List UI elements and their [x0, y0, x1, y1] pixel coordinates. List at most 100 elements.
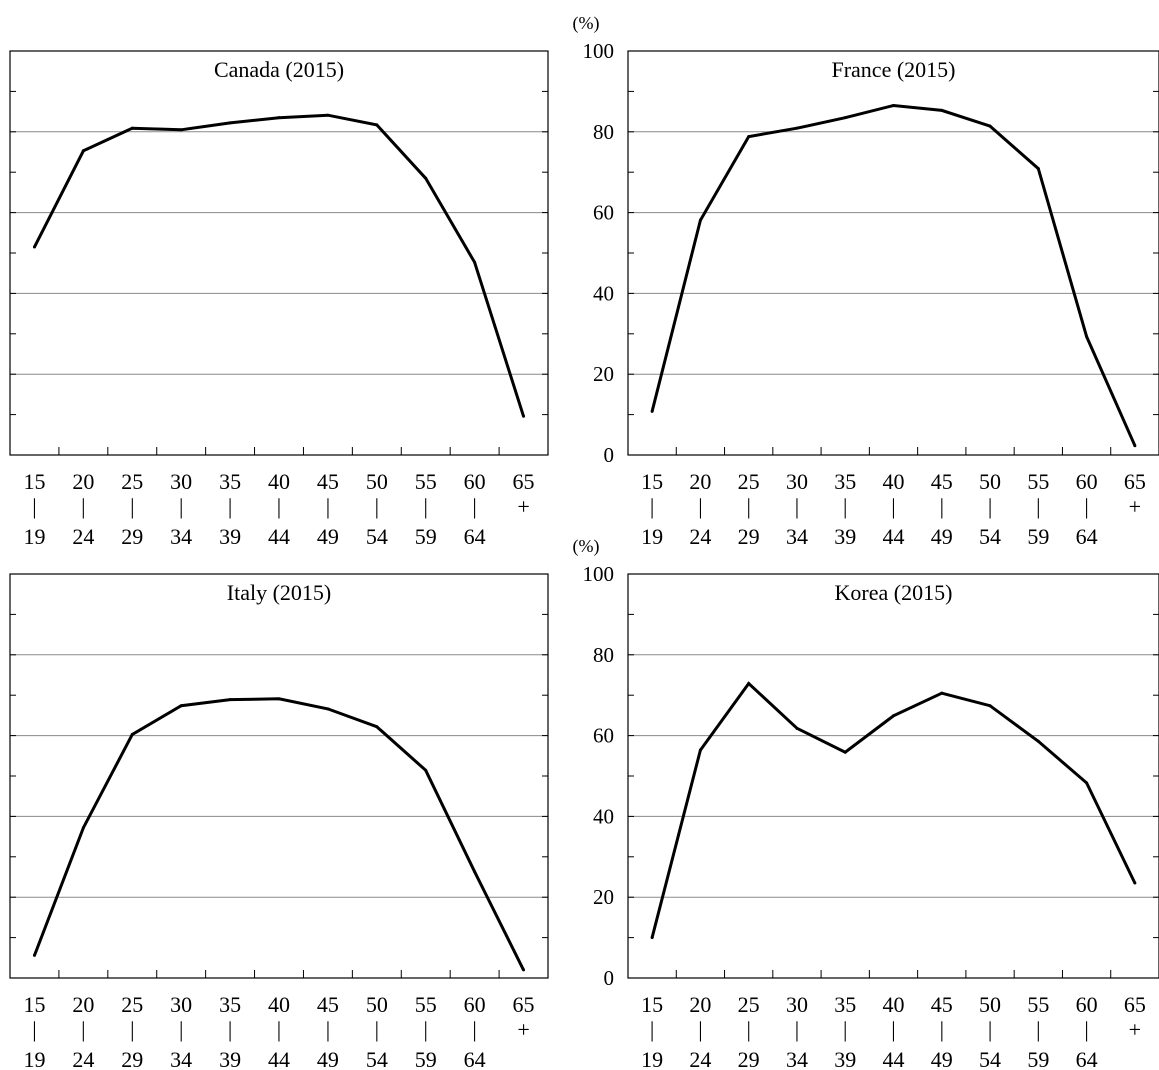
x-tick-label-bottom: 19	[23, 524, 45, 549]
x-tick-label-top: 35	[219, 992, 241, 1017]
data-point	[843, 116, 847, 120]
x-tick-label-bottom: 49	[931, 524, 953, 549]
chart-panel-3: Korea (2015)020406080100(%)15|1920|2425|…	[573, 536, 1159, 1070]
data-point	[698, 218, 702, 222]
x-tick-label-top: 45	[931, 992, 953, 1017]
x-tick-label-top: 65	[1124, 992, 1146, 1017]
x-tick-label-bottom: 19	[23, 1047, 45, 1070]
data-point	[650, 409, 654, 413]
x-tick-label-bottom: 29	[738, 524, 760, 549]
series-line	[33, 697, 525, 971]
x-tick-label-bottom: 54	[366, 1047, 388, 1070]
x-tick-label-mid: |	[988, 1017, 992, 1042]
x-tick-label-bottom: 44	[268, 1047, 290, 1070]
data-point	[940, 108, 944, 112]
x-tick-label-top: 65	[513, 469, 535, 494]
x-tick-label-bottom: 34	[786, 1047, 808, 1070]
data-point	[795, 726, 799, 730]
x-tick-label-mid: |	[988, 494, 992, 519]
x-tick-label-mid: |	[81, 494, 85, 519]
x-tick-label-top: 55	[1027, 469, 1049, 494]
data-point	[650, 936, 654, 940]
x-tick-label-bottom: 39	[219, 524, 241, 549]
data-point	[747, 135, 751, 139]
data-point	[522, 414, 526, 418]
x-tick-label-top: 15	[641, 992, 663, 1017]
x-tick-label-mid: |	[698, 494, 702, 519]
x-tick-label-mid: |	[228, 1017, 232, 1042]
x-tick-label-top: 30	[170, 992, 192, 1017]
x-tick-label-bottom: 59	[1027, 1047, 1049, 1070]
data-point	[940, 691, 944, 695]
x-tick-label-top: 25	[121, 992, 143, 1017]
x-tick-label-top: 60	[464, 992, 486, 1017]
plot-frame	[9, 573, 549, 979]
x-tick-label-top: 20	[689, 992, 711, 1017]
x-tick-label-mid: |	[228, 494, 232, 519]
data-point	[32, 953, 36, 957]
data-point	[326, 113, 330, 117]
y-tick-label: 20	[593, 362, 614, 386]
series-line	[650, 681, 1137, 938]
data-point	[1133, 881, 1137, 885]
data-point	[892, 104, 895, 108]
x-tick-label-mid: |	[424, 494, 428, 519]
chart-title: Italy (2015)	[227, 580, 331, 605]
x-tick-label-top: 50	[366, 469, 388, 494]
x-tick-label-mid: |	[1084, 494, 1088, 519]
x-tick-label-top: 35	[834, 992, 856, 1017]
x-tick-label-mid: |	[32, 494, 36, 519]
x-tick-label-mid: |	[130, 1017, 134, 1042]
x-tick-label-bottom: 44	[268, 524, 290, 549]
x-tick-label-bottom: 24	[689, 524, 711, 549]
chart-panel-0: Canada (2015)15|1920|2425|2930|3435|3940…	[9, 50, 549, 549]
x-tick-label-mid: |	[795, 494, 799, 519]
x-tick-label-top: 50	[979, 992, 1001, 1017]
x-tick-label-top: 25	[121, 469, 143, 494]
x-tick-label-top: 25	[738, 469, 760, 494]
x-tick-label-mid: +	[517, 494, 529, 519]
x-tick-label-top: 40	[268, 992, 290, 1017]
x-tick-label-mid: |	[746, 1017, 750, 1042]
x-tick-label-bottom: 19	[641, 524, 663, 549]
data-point	[326, 707, 330, 711]
x-tick-label-mid: |	[698, 1017, 702, 1042]
x-tick-label-top: 55	[1027, 992, 1049, 1017]
x-tick-label-mid: +	[1129, 1017, 1141, 1042]
x-tick-label-bottom: 49	[931, 1047, 953, 1070]
data-point	[228, 121, 232, 125]
x-tick-label-mid: |	[940, 1017, 944, 1042]
x-tick-label-top: 50	[979, 469, 1001, 494]
x-tick-label-mid: +	[1129, 494, 1141, 519]
data-point	[130, 126, 134, 130]
x-tick-label-bottom: 39	[219, 1047, 241, 1070]
x-tick-label-mid: |	[1036, 494, 1040, 519]
x-tick-label-mid: |	[1084, 1017, 1088, 1042]
x-tick-label-mid: |	[795, 1017, 799, 1042]
x-tick-label-bottom: 64	[464, 1047, 486, 1070]
data-point	[32, 245, 36, 249]
x-tick-label-mid: |	[375, 494, 379, 519]
x-tick-label-mid: |	[1036, 1017, 1040, 1042]
data-point	[988, 124, 992, 128]
data-point	[747, 681, 751, 685]
data-point	[1036, 167, 1040, 171]
y-tick-label: 100	[583, 562, 615, 586]
x-tick-label-top: 15	[23, 469, 45, 494]
x-tick-label-bottom: 34	[170, 524, 192, 549]
data-point	[1085, 781, 1089, 785]
x-tick-label-bottom: 39	[834, 524, 856, 549]
x-tick-label-bottom: 49	[317, 1047, 339, 1070]
data-point	[1085, 335, 1089, 339]
x-tick-label-bottom: 64	[1076, 524, 1098, 549]
x-tick-label-bottom: 19	[641, 1047, 663, 1070]
x-tick-label-bottom: 64	[1076, 1047, 1098, 1070]
y-tick-label: 20	[593, 885, 614, 909]
x-tick-label-top: 20	[72, 469, 94, 494]
x-tick-label-bottom: 54	[366, 524, 388, 549]
y-tick-label: 60	[593, 724, 614, 748]
x-tick-label-top: 60	[1076, 992, 1098, 1017]
x-tick-label-bottom: 24	[72, 524, 94, 549]
x-tick-label-top: 15	[641, 469, 663, 494]
x-tick-label-bottom: 44	[883, 524, 905, 549]
